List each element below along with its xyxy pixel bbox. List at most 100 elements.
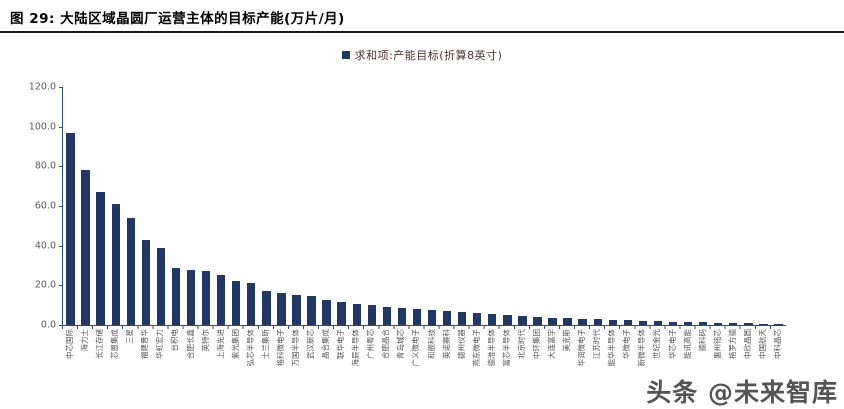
x-axis-label: 能华半导体: [607, 329, 617, 367]
bar-cell: [78, 87, 93, 325]
bar: [367, 305, 376, 325]
figure-title: 图 29: 大陆区域晶圆厂运营主体的目标产能(万片/月): [10, 11, 345, 27]
bar: [141, 239, 151, 325]
bar: [668, 321, 678, 325]
x-axis-label: 英特尔: [200, 329, 210, 352]
bar: [126, 217, 135, 325]
x-axis-label: 万国半导体: [290, 329, 300, 367]
x-axis-label: 燕东微电子: [471, 329, 481, 367]
y-axis-tickmark: [59, 87, 63, 88]
bar-cell: [153, 87, 168, 325]
bar: [352, 304, 361, 325]
x-axis-label: 大连富宇: [547, 329, 557, 359]
bar: [232, 281, 241, 325]
bar-cell: [123, 87, 138, 325]
bar-cell: [771, 87, 786, 325]
bar-cell: [319, 87, 334, 325]
bar: [186, 269, 196, 325]
legend-swatch-icon: [341, 51, 350, 59]
x-axis-label: 美克斯: [562, 329, 572, 352]
bar: [457, 312, 467, 325]
y-axis-tickmark: [59, 245, 63, 247]
bar-cell: [711, 87, 726, 325]
bar-cell: [530, 87, 545, 325]
bar: [488, 314, 497, 325]
x-axis-label: 武汉新芯: [306, 329, 316, 359]
bar-cell: [108, 87, 123, 325]
bar: [427, 310, 437, 325]
bar-cell: [229, 87, 244, 325]
bar-cell: [605, 87, 620, 325]
bar-cell: [455, 87, 470, 325]
x-axis-label: 海辰半导体: [351, 329, 361, 367]
bar-cell: [575, 87, 590, 325]
bar: [262, 291, 271, 325]
x-axis-label: 和舰科技: [426, 329, 436, 359]
y-axis-tick-label: 120.0: [28, 81, 56, 93]
bar-cell: [485, 87, 500, 325]
bar-cell: [184, 87, 199, 325]
bar: [156, 247, 166, 325]
bar: [503, 315, 512, 325]
bar: [277, 293, 286, 325]
bar: [382, 307, 392, 325]
bar: [473, 313, 482, 325]
watermark: 头条 @未来智库: [646, 378, 838, 407]
bar-cell: [696, 87, 711, 325]
x-axis-label: 台积电: [170, 329, 180, 352]
bar-cell: [666, 87, 681, 325]
bar-cell: [259, 87, 274, 325]
bar-cell: [560, 87, 575, 325]
bar-series: [63, 87, 786, 325]
x-axis-label: 芯恩集成: [110, 329, 120, 359]
bar: [292, 295, 301, 325]
x-axis-label: 合肥晶合: [381, 329, 391, 359]
bar: [608, 320, 617, 325]
bar: [111, 204, 120, 325]
bar: [412, 309, 422, 325]
bar-cell: [63, 87, 78, 325]
bar: [729, 323, 738, 325]
x-axis-label: 华虹宏力: [155, 329, 165, 359]
x-axis-label: 弘芯半导体: [245, 329, 255, 367]
bar-cell: [635, 87, 650, 325]
y-axis-tickmark: [59, 166, 63, 168]
bar: [698, 322, 708, 325]
x-axis-label: 北京时代: [516, 329, 526, 359]
x-axis-label: 中环集团: [531, 329, 541, 359]
bar: [442, 311, 452, 325]
x-axis-label: 福建晋华: [140, 329, 150, 359]
x-axis-label: 上海先进: [215, 329, 225, 359]
bar-cell: [199, 87, 214, 325]
bar-cell: [379, 87, 394, 325]
x-axis-label: 紫光集团: [230, 329, 240, 359]
bar: [653, 321, 663, 325]
bar: [714, 322, 723, 325]
x-axis-label: 长江存储: [95, 329, 105, 359]
bar: [533, 317, 542, 325]
x-axis-label: 青岛城芯: [396, 329, 406, 359]
bar-cell: [409, 87, 424, 325]
bar: [171, 267, 181, 325]
bar: [759, 323, 768, 325]
y-axis-tickmark: [59, 126, 63, 128]
x-axis-tickmarks: [62, 325, 785, 329]
bar-cell: [440, 87, 455, 325]
x-axis-label: 广义微电子: [411, 329, 421, 367]
x-axis-label: 广州粤芯: [366, 329, 376, 359]
x-axis-label: 合肥长鑫: [185, 329, 195, 359]
bar-cell: [334, 87, 349, 325]
bar: [307, 296, 316, 325]
bar: [578, 318, 587, 325]
bar-cell: [515, 87, 530, 325]
bar: [774, 323, 783, 325]
bar-cell: [214, 87, 229, 325]
bar-cell: [545, 87, 560, 325]
x-axis-label: 华润微电子: [577, 329, 587, 367]
bar: [548, 317, 557, 325]
bar-cell: [756, 87, 771, 325]
y-axis-tickmark: [59, 206, 63, 207]
bar-cell: [620, 87, 635, 325]
x-axis-label: 格科微电子: [275, 329, 285, 367]
